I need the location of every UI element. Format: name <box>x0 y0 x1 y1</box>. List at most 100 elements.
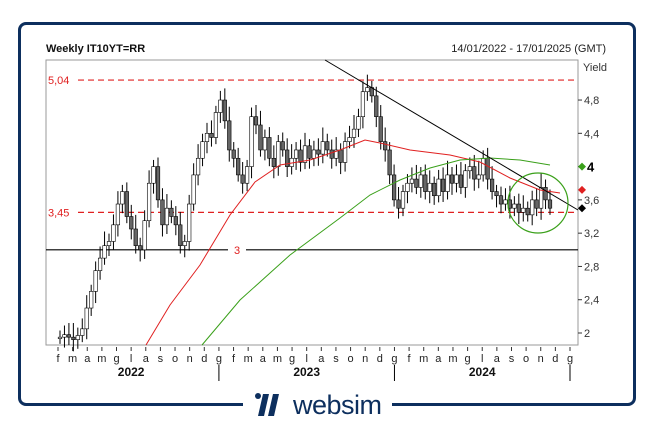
candle-body <box>97 257 103 271</box>
candle-body <box>102 245 107 259</box>
candle-body <box>427 182 432 192</box>
candle-body <box>66 334 72 338</box>
candle-body <box>360 91 366 117</box>
annotation-circle <box>507 172 569 234</box>
x-month-label: s <box>333 353 339 365</box>
trendline <box>324 59 579 211</box>
brand-logo: websim <box>243 388 392 422</box>
x-month-label: o <box>172 353 178 365</box>
candle-body <box>280 141 285 151</box>
websim-logo-icon <box>255 393 279 416</box>
x-month-label: n <box>187 353 193 365</box>
candle-body <box>71 336 76 340</box>
candle-body <box>155 166 161 201</box>
x-month-label: d <box>377 353 383 365</box>
candle-body <box>293 149 299 159</box>
x-month-label: m <box>97 353 106 365</box>
candle-body <box>481 157 486 176</box>
candle-body <box>138 245 143 251</box>
candle-body <box>423 174 428 192</box>
x-month-label: a <box>143 353 150 365</box>
x-month-label: m <box>448 353 457 365</box>
candle-body <box>258 124 263 151</box>
candle-body <box>244 166 250 184</box>
candle-body <box>383 141 388 151</box>
candle-body <box>489 178 495 192</box>
y-tick-label: 4,4 <box>584 128 599 140</box>
candle-body <box>213 112 219 138</box>
brand-name: websim <box>293 389 382 420</box>
candle-body <box>146 182 152 221</box>
x-month-label: g <box>113 353 119 365</box>
candle-body <box>187 203 192 242</box>
candle-body <box>409 178 415 184</box>
candle-body <box>160 199 165 226</box>
candle-body <box>222 99 227 122</box>
candle-body <box>391 174 397 201</box>
candle-body <box>525 207 530 216</box>
x-month-label: n <box>362 353 368 365</box>
candle-body <box>191 174 196 205</box>
x-month-label: a <box>435 353 442 365</box>
x-month-label: l <box>481 353 483 365</box>
candle-body <box>476 174 481 180</box>
candle-body <box>498 195 504 205</box>
candle-body <box>236 157 241 176</box>
candle-body <box>320 141 325 155</box>
candle-body <box>338 149 343 163</box>
green-ma-marker <box>578 162 586 171</box>
candle-body <box>253 116 259 126</box>
candle-body <box>302 145 308 163</box>
candle-body <box>543 187 548 201</box>
candle-body <box>240 174 245 184</box>
chart-title: Weekly IT10YT=RR <box>46 43 146 55</box>
ma-red-line <box>145 139 561 346</box>
x-month-label: a <box>84 353 91 365</box>
candle-body <box>329 149 334 159</box>
candle-body <box>204 133 210 142</box>
candle-body <box>106 241 112 246</box>
candle-body <box>200 141 205 159</box>
candle-body <box>316 149 321 155</box>
price-marker <box>578 204 586 213</box>
candle-body <box>454 174 459 184</box>
x-year-label: 2023 <box>293 365 320 379</box>
candle-body <box>231 149 236 159</box>
green-ma-value: 4 <box>587 160 595 175</box>
candle-body <box>133 228 138 246</box>
candle-body <box>334 149 339 159</box>
candle-body <box>124 191 129 217</box>
candle-body <box>356 116 361 130</box>
candle-body <box>530 199 535 216</box>
x-month-label: f <box>56 353 60 365</box>
x-month-label: s <box>509 353 515 365</box>
candle-body <box>503 199 508 205</box>
candle-body <box>129 216 134 230</box>
candle-body <box>436 178 441 197</box>
red-ma-marker <box>578 185 586 194</box>
candle-body <box>387 149 392 176</box>
candle-body <box>512 203 517 209</box>
candle-body <box>271 157 276 167</box>
candle-body <box>342 141 348 163</box>
candle-body <box>218 99 223 113</box>
candle-body <box>227 120 232 151</box>
candle-body <box>182 241 187 246</box>
candle-body <box>89 291 94 309</box>
level-label: 5,04 <box>48 75 69 87</box>
candle-body <box>445 174 450 192</box>
x-month-label: m <box>244 353 253 365</box>
candle-body <box>267 137 272 159</box>
candle-body <box>405 182 410 192</box>
candle-body <box>276 141 281 167</box>
x-month-label: n <box>538 353 544 365</box>
candle-body <box>347 137 352 142</box>
candle-body <box>378 116 383 142</box>
x-month-label: m <box>273 353 282 365</box>
y-tick-label: 2,8 <box>584 261 599 273</box>
candle-body <box>374 95 379 117</box>
x-month-label: g <box>465 353 471 365</box>
x-month-label: o <box>523 353 529 365</box>
ma-green-line <box>201 157 551 346</box>
candle-body <box>414 178 419 188</box>
